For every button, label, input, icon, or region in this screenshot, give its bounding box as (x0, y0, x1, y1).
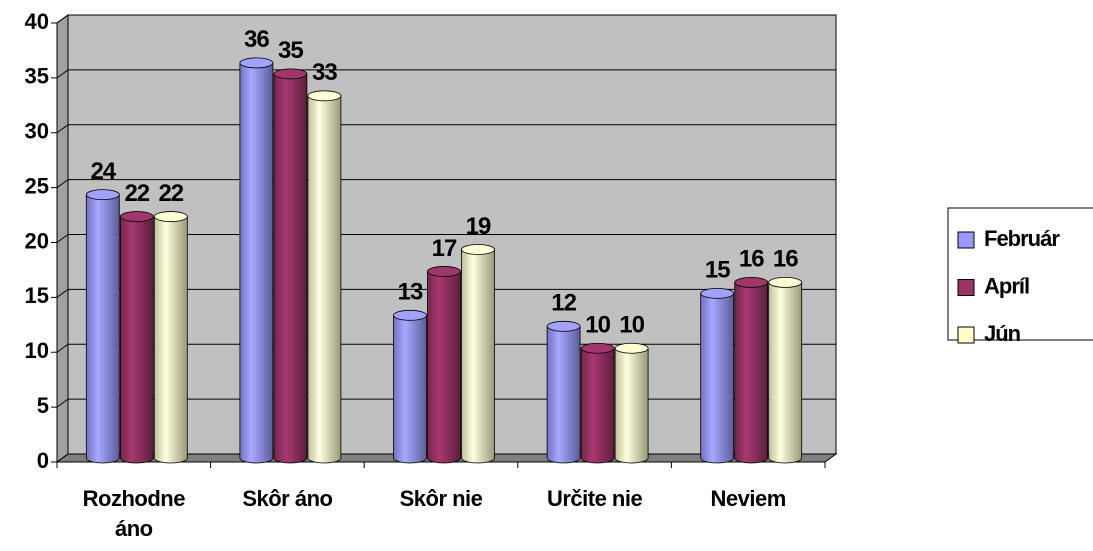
data-label: 10 (585, 312, 610, 339)
y-tick-label: 0 (37, 448, 49, 473)
bar (85, 194, 120, 464)
data-label: 35 (278, 37, 303, 64)
y-tick-label: 40 (25, 9, 49, 34)
data-label: 16 (773, 246, 798, 273)
x-tick-label: Neviem (710, 486, 787, 511)
bar-top (734, 276, 769, 288)
legend-box (947, 207, 1093, 341)
grid-line-side (56, 398, 69, 408)
data-label: 19 (466, 213, 491, 240)
bar (119, 216, 154, 464)
bar-top (307, 90, 342, 102)
grid-line-side (56, 14, 69, 24)
y-tick-label: 25 (25, 173, 49, 198)
x-tick-label: Skôr áno (242, 486, 333, 511)
bar-top (700, 287, 735, 299)
x-tick-label: Určite nie (546, 486, 643, 511)
y-tick-label: 30 (25, 119, 49, 144)
bar-top (273, 68, 308, 80)
legend-label: Apríl (984, 273, 1029, 298)
bar (734, 282, 769, 464)
data-label: 17 (432, 235, 457, 262)
bar (580, 347, 615, 464)
grid-line-side (56, 343, 69, 353)
grid-line-side (56, 124, 69, 134)
legend-swatch (957, 326, 975, 344)
bar-top (239, 57, 274, 69)
bar-top (461, 244, 495, 255)
bar (393, 314, 427, 464)
bar (461, 249, 495, 464)
bar (614, 347, 649, 464)
bar (546, 325, 581, 464)
data-label: 15 (705, 257, 730, 284)
bar-top (427, 266, 461, 277)
bar (768, 282, 803, 464)
bar (273, 73, 308, 464)
bar (700, 292, 735, 464)
grid-line-side (56, 234, 69, 243)
data-label: 10 (619, 312, 644, 339)
y-tick-label: 5 (37, 393, 49, 418)
data-label: 13 (398, 279, 423, 306)
bar-top (85, 189, 120, 201)
bar (307, 95, 342, 464)
x-tick-label: Skôr nie (399, 486, 483, 511)
bar-top (393, 309, 427, 321)
grid-line-side (56, 288, 69, 298)
data-label: 16 (739, 246, 764, 273)
data-label: 36 (244, 26, 269, 53)
legend-label: Február (984, 226, 1060, 251)
x-tick-label: Rozhodne áno (82, 486, 186, 541)
bar-top (768, 276, 803, 288)
grid-line-side (56, 453, 69, 463)
bar-top (546, 320, 581, 332)
grid-line-side (56, 179, 69, 189)
legend-swatch (957, 279, 975, 296)
data-label: 24 (90, 158, 116, 185)
data-label: 33 (312, 59, 337, 86)
y-tick-label: 20 (25, 228, 49, 253)
bar-top (153, 211, 188, 222)
y-tick-label: 10 (25, 338, 49, 363)
grid-line-side (56, 69, 69, 79)
data-label: 22 (158, 180, 183, 207)
data-label: 12 (551, 290, 576, 317)
legend-label: Jún (984, 321, 1021, 346)
y-tick-label: 15 (25, 283, 49, 308)
bar-top (580, 342, 615, 354)
bar (153, 216, 188, 464)
bar-top (119, 211, 154, 222)
data-label: 22 (124, 180, 149, 207)
legend-swatch (957, 231, 975, 249)
bar (427, 271, 461, 464)
bar-top (614, 342, 649, 354)
bar (239, 62, 274, 464)
y-tick-label: 35 (25, 64, 49, 89)
